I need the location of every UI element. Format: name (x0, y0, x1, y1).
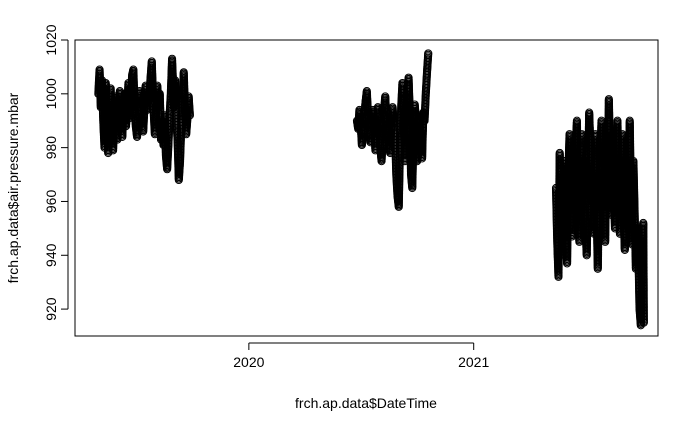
y-tick-label: 920 (43, 297, 59, 321)
y-tick-label: 1000 (43, 78, 59, 109)
y-tick-label: 960 (43, 190, 59, 214)
x-tick-label: 2021 (458, 354, 489, 370)
y-tick-label: 1020 (43, 24, 59, 55)
y-axis: 920 940 960 980 1000 1020 (43, 24, 68, 321)
x-tick-label: 2020 (233, 354, 264, 370)
x-axis: 2020 2021 (233, 343, 489, 370)
data-points (95, 50, 648, 329)
y-tick-label: 980 (43, 136, 59, 160)
y-tick-label: 940 (43, 243, 59, 267)
